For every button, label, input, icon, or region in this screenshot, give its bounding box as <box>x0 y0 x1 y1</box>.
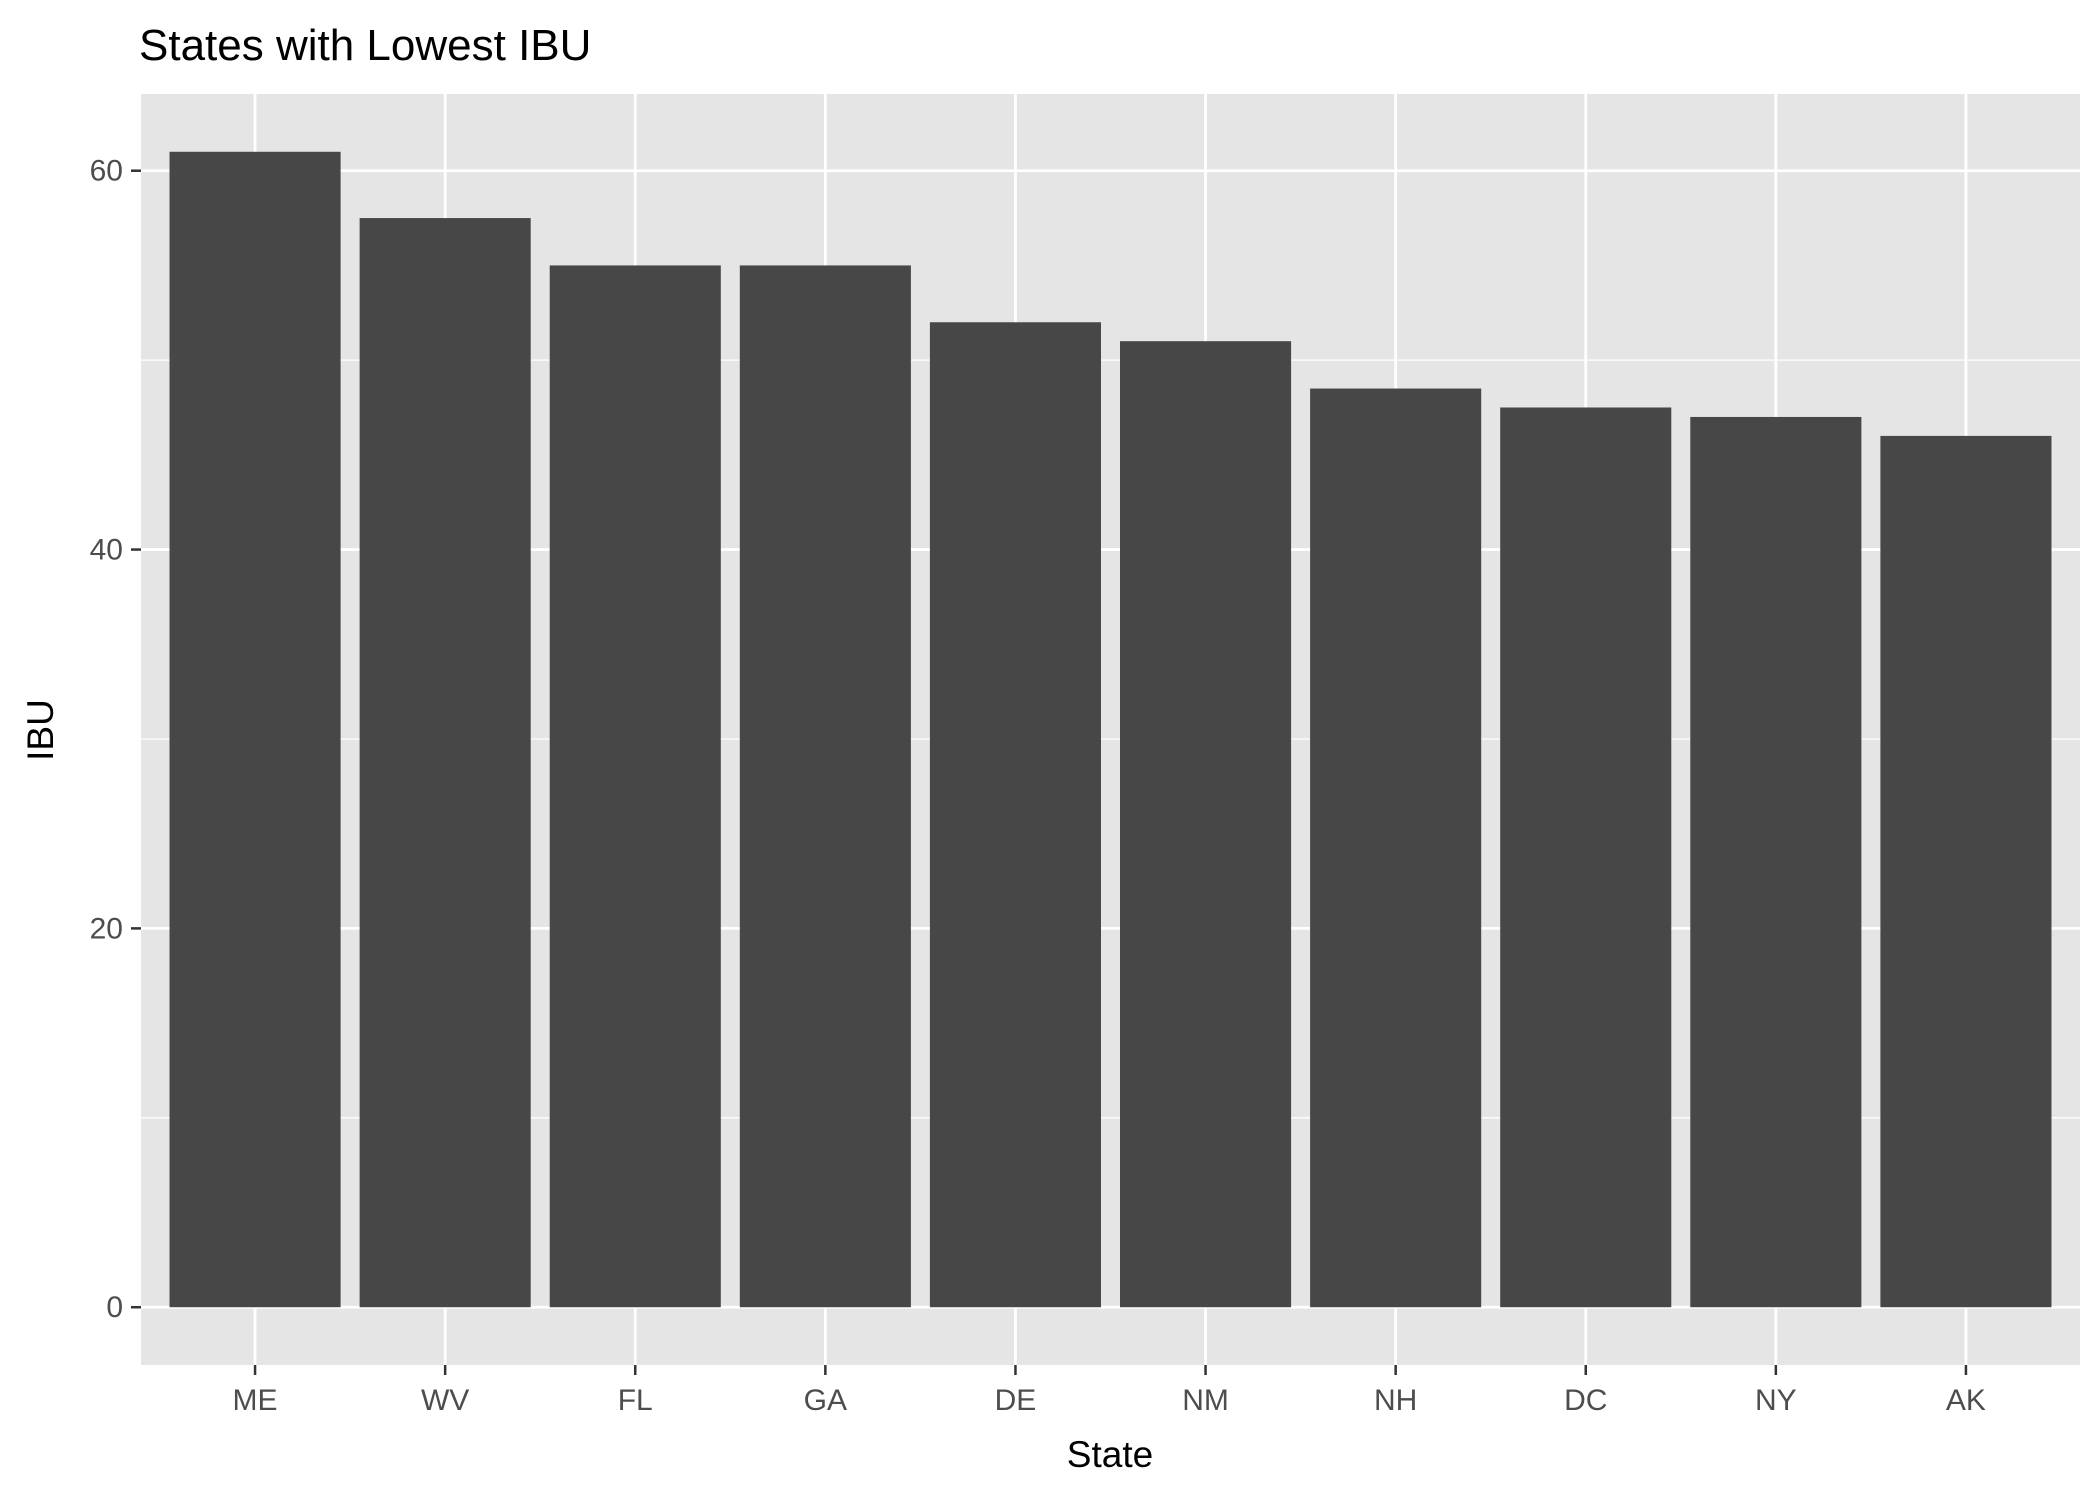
bar-de <box>929 322 1101 1308</box>
x-tick-label: GA <box>804 1384 847 1417</box>
x-tick-label: DC <box>1564 1384 1607 1417</box>
bar-ga <box>739 265 911 1308</box>
x-axis-ticks: ME WV FL GA DE NM NH DC NY AK <box>233 1365 1986 1417</box>
x-tick-label: NM <box>1182 1384 1229 1417</box>
x-tick-label: ME <box>233 1384 278 1417</box>
y-axis-ticks: 0 20 40 60 <box>90 155 141 1324</box>
x-tick-label: FL <box>618 1384 653 1417</box>
bar-nh <box>1310 388 1482 1308</box>
bar-ak <box>1880 435 2052 1308</box>
x-axis-title: State <box>1067 1434 1153 1475</box>
bar-wv <box>359 218 531 1308</box>
y-tick-label: 60 <box>90 155 123 188</box>
y-tick-label: 20 <box>90 912 123 945</box>
bar-nm <box>1120 341 1292 1308</box>
x-tick-label: NY <box>1755 1384 1797 1417</box>
bar-dc <box>1500 407 1672 1308</box>
bar-ny <box>1690 416 1862 1308</box>
x-tick-label: DE <box>995 1384 1037 1417</box>
bar-fl <box>549 265 721 1308</box>
y-tick-label: 40 <box>90 534 123 567</box>
x-tick-label: NH <box>1374 1384 1417 1417</box>
x-tick-label: WV <box>421 1384 469 1417</box>
bar-me <box>169 151 341 1308</box>
y-axis-title: IBU <box>20 699 61 761</box>
x-tick-label: AK <box>1946 1384 1986 1417</box>
bars <box>169 151 2052 1308</box>
y-tick-label: 0 <box>106 1291 123 1324</box>
chart-title: States with Lowest IBU <box>139 21 591 70</box>
